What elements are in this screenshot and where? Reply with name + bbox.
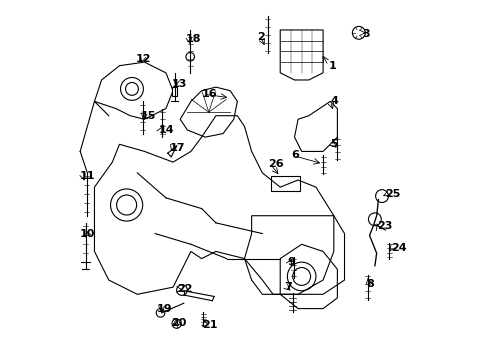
Text: 25: 25 bbox=[385, 189, 400, 199]
Text: 2: 2 bbox=[257, 32, 264, 42]
Text: 11: 11 bbox=[80, 171, 95, 181]
Text: 7: 7 bbox=[283, 282, 291, 292]
Text: 12: 12 bbox=[135, 54, 151, 64]
Text: 4: 4 bbox=[329, 96, 337, 107]
Circle shape bbox=[185, 53, 194, 61]
Text: 20: 20 bbox=[171, 318, 186, 328]
FancyBboxPatch shape bbox=[172, 87, 177, 96]
Text: 16: 16 bbox=[201, 89, 217, 99]
Text: 15: 15 bbox=[141, 111, 156, 121]
Text: 9: 9 bbox=[287, 257, 295, 267]
Text: 24: 24 bbox=[390, 243, 406, 253]
Bar bbox=[271, 176, 299, 191]
Text: 17: 17 bbox=[169, 143, 184, 153]
Text: 10: 10 bbox=[80, 229, 95, 239]
Text: 3: 3 bbox=[362, 28, 369, 39]
Text: 13: 13 bbox=[171, 78, 186, 89]
Text: 5: 5 bbox=[329, 139, 337, 149]
Text: 14: 14 bbox=[159, 125, 174, 135]
Text: 6: 6 bbox=[290, 150, 298, 160]
Text: 19: 19 bbox=[157, 303, 172, 314]
Text: 1: 1 bbox=[328, 61, 336, 71]
Text: 22: 22 bbox=[176, 284, 192, 294]
Text: 23: 23 bbox=[376, 221, 391, 231]
Text: 26: 26 bbox=[267, 159, 283, 169]
Text: 18: 18 bbox=[185, 34, 201, 44]
Text: 8: 8 bbox=[365, 279, 373, 289]
Text: 21: 21 bbox=[201, 320, 217, 330]
